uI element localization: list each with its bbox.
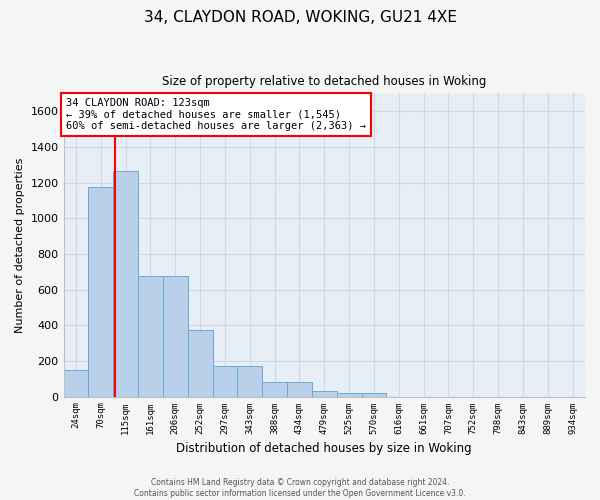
Bar — [163, 276, 188, 396]
Text: Contains HM Land Registry data © Crown copyright and database right 2024.
Contai: Contains HM Land Registry data © Crown c… — [134, 478, 466, 498]
Text: 34, CLAYDON ROAD, WOKING, GU21 4XE: 34, CLAYDON ROAD, WOKING, GU21 4XE — [143, 10, 457, 25]
Bar — [113, 171, 138, 396]
Bar — [88, 187, 113, 396]
Bar — [337, 393, 362, 396]
Bar — [64, 370, 88, 396]
Bar — [212, 366, 238, 396]
Title: Size of property relative to detached houses in Woking: Size of property relative to detached ho… — [162, 75, 487, 88]
Bar — [287, 382, 312, 396]
Bar — [238, 366, 262, 396]
Bar — [362, 393, 386, 396]
Bar — [312, 391, 337, 396]
X-axis label: Distribution of detached houses by size in Woking: Distribution of detached houses by size … — [176, 442, 472, 455]
Bar — [138, 276, 163, 396]
Bar — [262, 382, 287, 396]
Y-axis label: Number of detached properties: Number of detached properties — [15, 158, 25, 332]
Bar — [188, 330, 212, 396]
Text: 34 CLAYDON ROAD: 123sqm
← 39% of detached houses are smaller (1,545)
60% of semi: 34 CLAYDON ROAD: 123sqm ← 39% of detache… — [66, 98, 366, 131]
